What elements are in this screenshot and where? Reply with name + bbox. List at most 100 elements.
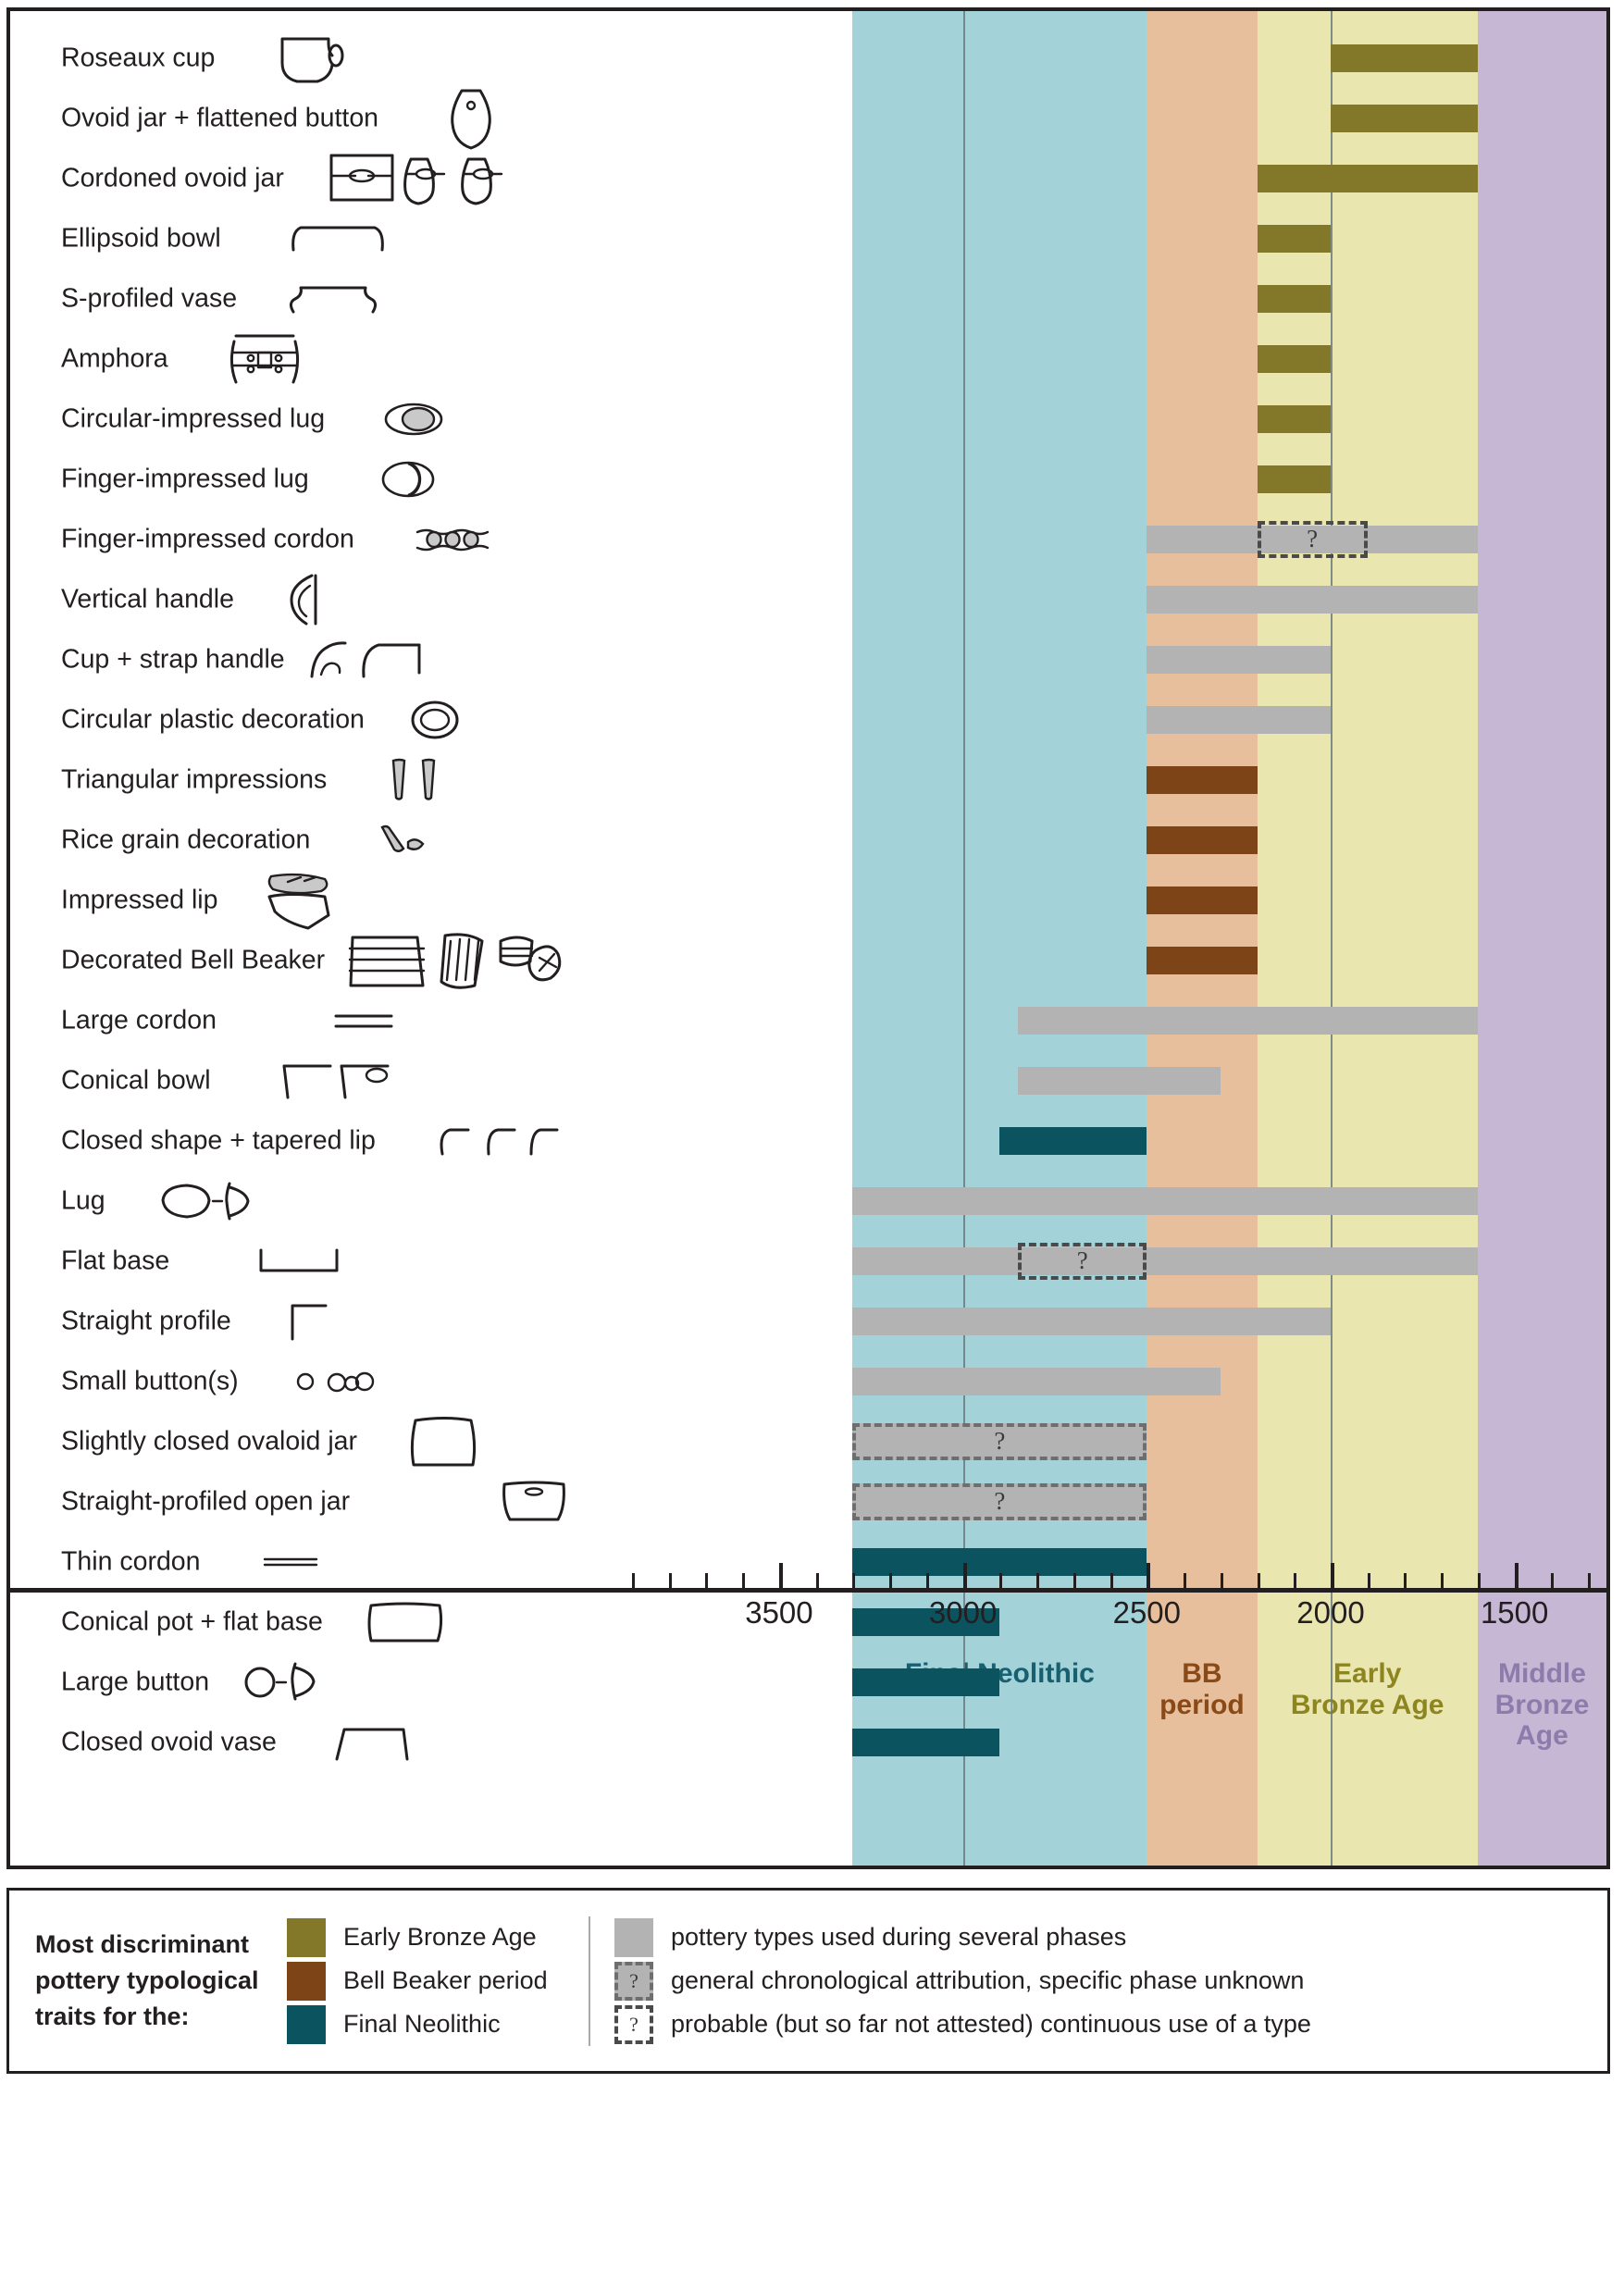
duration-bar (1147, 585, 1478, 614)
glyph-finger-cordon (415, 528, 490, 551)
glyph-tapered-lips (440, 1128, 559, 1155)
glyph-cordoned-jars (329, 154, 503, 205)
chart-frame: Final Neolithic BB period Early Bronze Age Mi… (6, 7, 1610, 1869)
axis-tick-major (1514, 1563, 1519, 1588)
glyph-impressed-lip (267, 873, 330, 929)
period-label-line: Middle (1497, 1658, 1586, 1689)
axis-tick-minor (852, 1573, 856, 1588)
axis-tick-label: 2500 (1112, 1595, 1182, 1630)
axis-line (10, 1588, 1606, 1593)
duration-bar (1257, 344, 1331, 373)
duration-bar (852, 1246, 1478, 1275)
row-label: Straight profile (61, 1306, 231, 1335)
pottery-glyph-flat-base (255, 1246, 346, 1276)
row-label: Circular-impressed lug (61, 403, 326, 433)
legend-note-row: pottery types used during several phases (614, 1916, 1607, 1959)
table-row: Straight-profiled open jar? (10, 1471, 1606, 1531)
period-label-line: BB (1182, 1658, 1222, 1689)
table-row: Small button(s) (10, 1351, 1606, 1411)
pottery-glyph-thin-cordon (262, 1555, 319, 1569)
pottery-glyph-large-cordon (333, 1011, 394, 1030)
pottery-glyph-bell-beaker (347, 930, 562, 991)
glyph-circ-plastic (411, 701, 459, 738)
axis-tick-minor (1036, 1573, 1040, 1588)
pottery-glyph-small-buttons (296, 1369, 375, 1395)
table-row: Finger-impressed lug (10, 449, 1606, 509)
table-row: Closed ovoid vase (10, 1712, 1606, 1772)
period-band-middle-bronze-age: Middle Bronze Age (1477, 11, 1606, 1866)
row-label: Large cordon (61, 1005, 217, 1035)
legend-color-swatch (287, 2004, 326, 2044)
pottery-glyph-straight-prof (283, 1300, 331, 1343)
row-label: Impressed lip (61, 885, 218, 914)
legend-probable-use-swatch: ? (614, 2004, 653, 2044)
glyph-straight-prof (291, 1304, 328, 1340)
glyph-ovoid-button (451, 89, 491, 149)
duration-bar (1018, 1006, 1478, 1035)
glyph-thin-cordon (263, 1557, 318, 1566)
pottery-type-rows: Roseaux cup Ovoid jar + flattened button C… (10, 11, 1606, 1760)
pottery-glyph-circ-plastic (409, 700, 461, 740)
period-label-early-bronze-age: Early Bronze Age (1258, 1658, 1478, 1720)
row-label: Closed shape + tapered lip (61, 1125, 376, 1155)
axis-tick-minor (1551, 1573, 1555, 1588)
row-label: Conical bowl (61, 1065, 211, 1095)
period-label-line: Age (1516, 1720, 1568, 1752)
row-label: Finger-impressed lug (61, 464, 309, 493)
axis-tick-minor (705, 1573, 709, 1588)
duration-bar (1330, 104, 1478, 132)
row-label: S-profiled vase (61, 283, 238, 313)
row-label: Rice grain decoration (61, 825, 311, 854)
table-row: Rice grain decoration (10, 810, 1606, 870)
axis-tick-minor (925, 1573, 929, 1588)
pottery-glyph-finger-lug (380, 460, 436, 499)
duration-bar (1257, 164, 1478, 192)
table-row: Lug (10, 1171, 1606, 1231)
pottery-glyph-circ-lug (383, 402, 444, 437)
table-row: Closed shape + tapered lip (10, 1110, 1606, 1171)
pottery-glyph-ellipsoid-bowl (288, 222, 388, 255)
glyph-triangles (391, 758, 436, 800)
row-label: Slightly closed ovaloid jar (61, 1426, 357, 1456)
legend-note-label: pottery types used during several phases (671, 1923, 1127, 1951)
axis-tick-minor (889, 1573, 893, 1588)
legend-panel: Most discriminant pottery typological tr… (6, 1888, 1610, 2074)
uncertainty-box: ? (1257, 520, 1368, 558)
table-row: Circular plastic decoration (10, 689, 1606, 750)
pottery-glyph-vert-handle (284, 573, 323, 626)
duration-bar (852, 1728, 1000, 1756)
duration-bar (1257, 404, 1331, 433)
period-label-line: period (1159, 1689, 1245, 1720)
glyph-small-buttons (296, 1371, 375, 1392)
period-band-early-bronze-age: Early Bronze Age (1257, 11, 1478, 1866)
legend-general-attribution-swatch: ? (614, 1961, 653, 2001)
legend-category-label: Early Bronze Age (343, 1923, 537, 1951)
glyph-circ-lug (384, 403, 443, 435)
axis-tick-minor (1220, 1573, 1223, 1588)
pottery-glyph-cup-strap (306, 638, 427, 682)
pottery-glyph-s-vase (286, 282, 382, 316)
axis-tick-minor (1110, 1573, 1113, 1588)
pottery-glyph-cordoned-jars (326, 150, 529, 207)
axis-tick-minor (1477, 1573, 1481, 1588)
period-label-line: Early (1333, 1658, 1402, 1689)
glyph-closed-ovoid (335, 1728, 409, 1760)
glyph-cup (280, 37, 344, 82)
row-label: Straight-profiled open jar (61, 1486, 351, 1516)
duration-bar (1147, 765, 1258, 794)
axis-tick-label: 3500 (745, 1595, 813, 1630)
row-label: Vertical handle (61, 584, 234, 614)
pottery-glyph-ovoid-button (447, 85, 515, 152)
legend-category-row: Final Neolithic (287, 2002, 583, 2046)
duration-bar (1147, 645, 1331, 674)
row-label: Small button(s) (61, 1366, 239, 1395)
table-row: Cup + strap handle (10, 629, 1606, 689)
duration-bar (1147, 825, 1258, 854)
axis-tick-minor (815, 1573, 819, 1588)
pottery-glyph-open-jar (499, 1479, 575, 1525)
glyph-ellipsoid-bowl (291, 226, 384, 251)
duration-bar (1330, 43, 1478, 72)
glyph-open-jar (502, 1481, 565, 1520)
period-label-line: Bronze (1494, 1689, 1590, 1720)
